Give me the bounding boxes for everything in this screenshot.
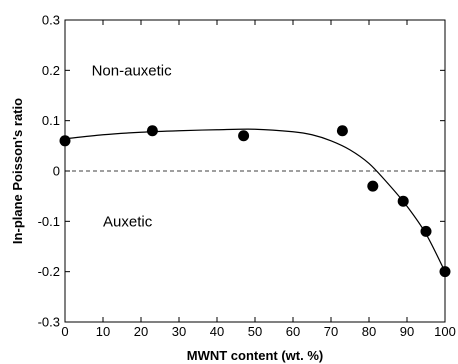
region-annotation: Non-auxetic (92, 62, 173, 79)
y-tick-label: 0.2 (42, 63, 60, 78)
x-tick-label: 90 (400, 324, 414, 339)
y-tick-label: 0.1 (42, 113, 60, 128)
y-tick-label: -0.1 (38, 214, 60, 229)
data-point (367, 180, 379, 192)
x-tick-label: 0 (61, 324, 68, 339)
data-point (397, 195, 409, 207)
y-axis: -0.3 -0.2 -0.1 0 0.1 0.2 0.3 (38, 13, 445, 330)
y-tick-label: 0.3 (42, 13, 60, 28)
data-point (146, 125, 158, 137)
x-tick-label: 50 (248, 324, 262, 339)
y-tick-label: 0 (53, 164, 60, 179)
x-axis: 0 10 20 30 40 50 60 70 80 90 100 (61, 20, 456, 339)
x-tick-label: 70 (324, 324, 338, 339)
x-tick-label: 30 (172, 324, 186, 339)
data-point (336, 125, 348, 137)
data-points (59, 125, 451, 278)
x-tick-label: 20 (134, 324, 148, 339)
region-annotation: Auxetic (103, 213, 153, 230)
data-point (420, 225, 432, 237)
y-axis-title: In-plane Poisson's ratio (10, 98, 25, 244)
data-point (439, 266, 451, 278)
annotations: Non-auxetic Auxetic (92, 62, 173, 230)
fit-curve (64, 128, 446, 272)
x-tick-label: 100 (434, 324, 456, 339)
data-point (238, 130, 250, 142)
x-tick-label: 10 (96, 324, 110, 339)
data-point (59, 135, 71, 147)
y-tick-label: -0.3 (38, 315, 60, 330)
x-tick-label: 60 (286, 324, 300, 339)
x-tick-label: 80 (362, 324, 376, 339)
x-tick-label: 40 (210, 324, 224, 339)
y-tick-label: -0.2 (38, 264, 60, 279)
x-axis-title: MWNT content (wt. %) (187, 348, 323, 363)
